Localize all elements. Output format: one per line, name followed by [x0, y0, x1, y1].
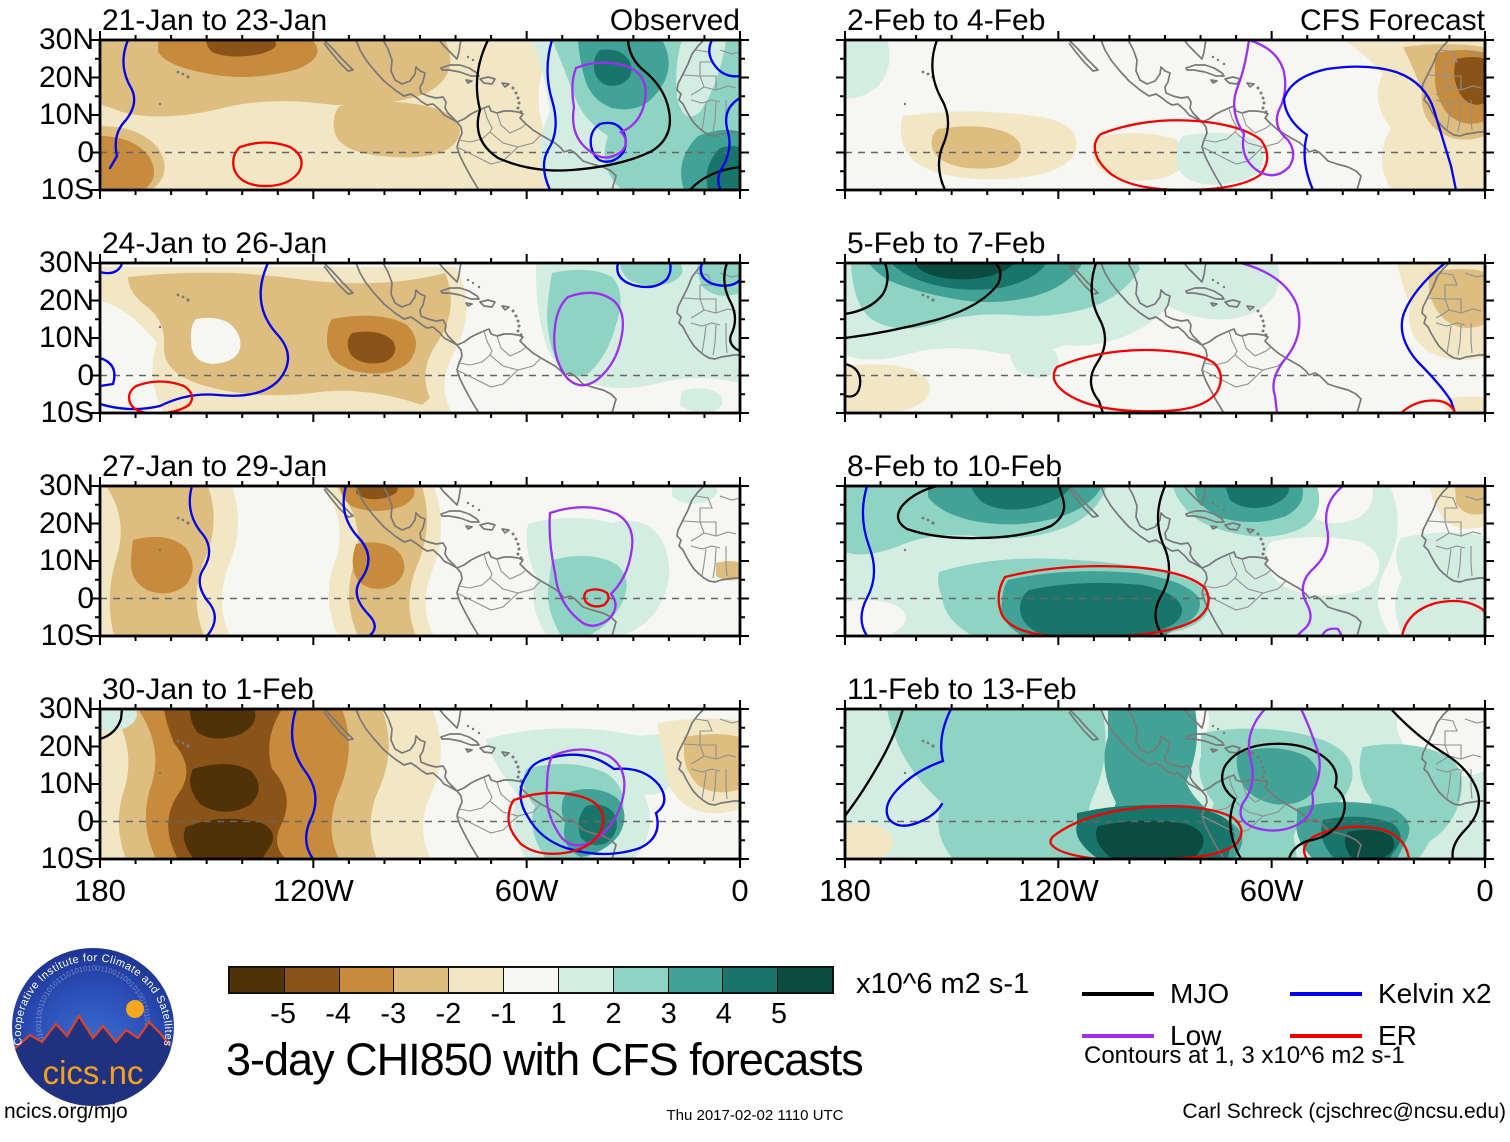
map-panel-3: [91, 254, 749, 422]
colorbar-tick-label: -4: [325, 998, 352, 1030]
colorbar-tick-label: 5: [770, 998, 787, 1030]
colorbar-segment: [283, 968, 339, 992]
lat-label: 10N: [38, 767, 94, 800]
legend-item-er: ER: [1290, 1020, 1510, 1052]
lat-label: 30N: [38, 469, 94, 502]
lat-label: 0: [77, 804, 94, 838]
lat-label: 20N: [38, 283, 94, 317]
colorbar: [228, 966, 834, 994]
legend-label: ER: [1378, 1020, 1417, 1051]
lat-label: 10S: [40, 396, 94, 429]
map-panel-8: [836, 700, 1494, 868]
colorbar-segment: [503, 968, 558, 992]
logo-mountains: [12, 1016, 174, 1106]
footer-credit: Carl Schreck (cjschrec@ncsu.edu): [1182, 1100, 1506, 1123]
lon-label: 180: [819, 873, 871, 908]
panel-corner-label: CFS Forecast: [1299, 4, 1485, 37]
colorbar-segment: [230, 968, 284, 992]
map-panel-5: [91, 477, 749, 645]
lon-label: 60W: [494, 873, 559, 908]
panel-title: 8-Feb to 10-Feb: [847, 450, 1063, 483]
legend-line-swatch: [1082, 1034, 1154, 1038]
panel-corner-label: Observed: [609, 4, 740, 37]
lat-label: 10N: [38, 98, 94, 131]
panel-title: 30-Jan to 1-Feb: [102, 673, 314, 706]
colorbar-tick-label: -2: [435, 998, 462, 1030]
lat-label: 30N: [38, 692, 94, 725]
panel-title: 27-Jan to 29-Jan: [102, 450, 328, 483]
lon-label: 120W: [1017, 873, 1099, 908]
colorbar-segment: [393, 968, 449, 992]
lat-label: 20N: [38, 729, 94, 763]
legend-item-mjo: MJO: [1082, 978, 1290, 1010]
legend-line-swatch: [1290, 992, 1362, 996]
colorbar-segment: [557, 968, 613, 992]
panel-title: 21-Jan to 23-Jan: [102, 4, 328, 37]
colorbar-tick-label: -3: [380, 998, 407, 1030]
lat-label: 10S: [40, 173, 94, 206]
logo-sun-icon: [126, 1000, 144, 1018]
colorbar-tick-label: 1: [550, 998, 567, 1030]
colorbar-segment: [612, 968, 668, 992]
lat-label: 10N: [38, 321, 94, 354]
legend-line-swatch: [1082, 992, 1154, 996]
panel-title: 5-Feb to 7-Feb: [847, 227, 1046, 260]
lat-label: 30N: [38, 23, 94, 56]
colorbar-segment: [722, 968, 778, 992]
wave-legend: MJO Kelvin x2 Low ER: [1082, 978, 1510, 1052]
legend-item-kelvin-x2: Kelvin x2: [1290, 978, 1510, 1010]
lat-label: 10S: [40, 619, 94, 652]
colorbar-tick-label: -1: [490, 998, 517, 1030]
colorbar-tick-label: 4: [715, 998, 732, 1030]
legend-item-low: Low: [1082, 1020, 1290, 1052]
colorbar-tick-label: -5: [270, 998, 296, 1030]
lat-label: 20N: [38, 506, 94, 540]
panel-title: 24-Jan to 26-Jan: [102, 227, 328, 260]
lon-label: 0: [731, 873, 749, 908]
contour-note: Contours at 1, 3 x10^6 m2 s-1: [1084, 1042, 1405, 1069]
legend-label: Kelvin x2: [1378, 978, 1492, 1009]
lat-label: 0: [77, 358, 94, 392]
footer-timestamp: Thu 2017-02-02 1110 UTC: [666, 1107, 844, 1124]
legend-label: MJO: [1170, 978, 1230, 1009]
main-title: 3-day CHI850 with CFS forecasts: [226, 1034, 864, 1085]
colorbar-tick-label: 2: [605, 998, 622, 1030]
lon-label: 180: [74, 873, 126, 908]
cicsnc-logo: 0100110011010101110101010011001100101001…: [12, 948, 174, 1106]
colorbar-unit-label: x10^6 m2 s-1: [856, 968, 1030, 1000]
map-panel-1: [91, 31, 749, 199]
lon-label: 0: [1476, 873, 1494, 908]
colorbar-segment: [777, 968, 832, 992]
colorbar-segment: [448, 968, 504, 992]
colorbar-segment: [667, 968, 723, 992]
map-panel-2: [836, 31, 1494, 199]
map-panel-7: [91, 700, 749, 868]
colorbar-tick-label: 3: [660, 998, 677, 1030]
lat-label: 0: [77, 581, 94, 615]
lon-label: 120W: [272, 873, 354, 908]
logo-brand: cics.nc: [43, 1054, 144, 1091]
lat-label: 20N: [38, 60, 94, 94]
colorbar-segment: [338, 968, 394, 992]
legend-line-swatch: [1290, 1034, 1362, 1038]
map-panel-6: [836, 477, 1494, 645]
lat-label: 10N: [38, 544, 94, 577]
lat-label: 10S: [40, 842, 94, 875]
panel-title: 11-Feb to 13-Feb: [847, 673, 1077, 706]
panel-title: 2-Feb to 4-Feb: [847, 4, 1046, 37]
legend-label: Low: [1170, 1020, 1222, 1051]
lon-label: 60W: [1239, 873, 1304, 908]
lat-label: 30N: [38, 246, 94, 279]
lat-label: 0: [77, 135, 94, 169]
logo-ridge-line: [12, 1013, 171, 1052]
map-panel-4: [836, 254, 1494, 422]
